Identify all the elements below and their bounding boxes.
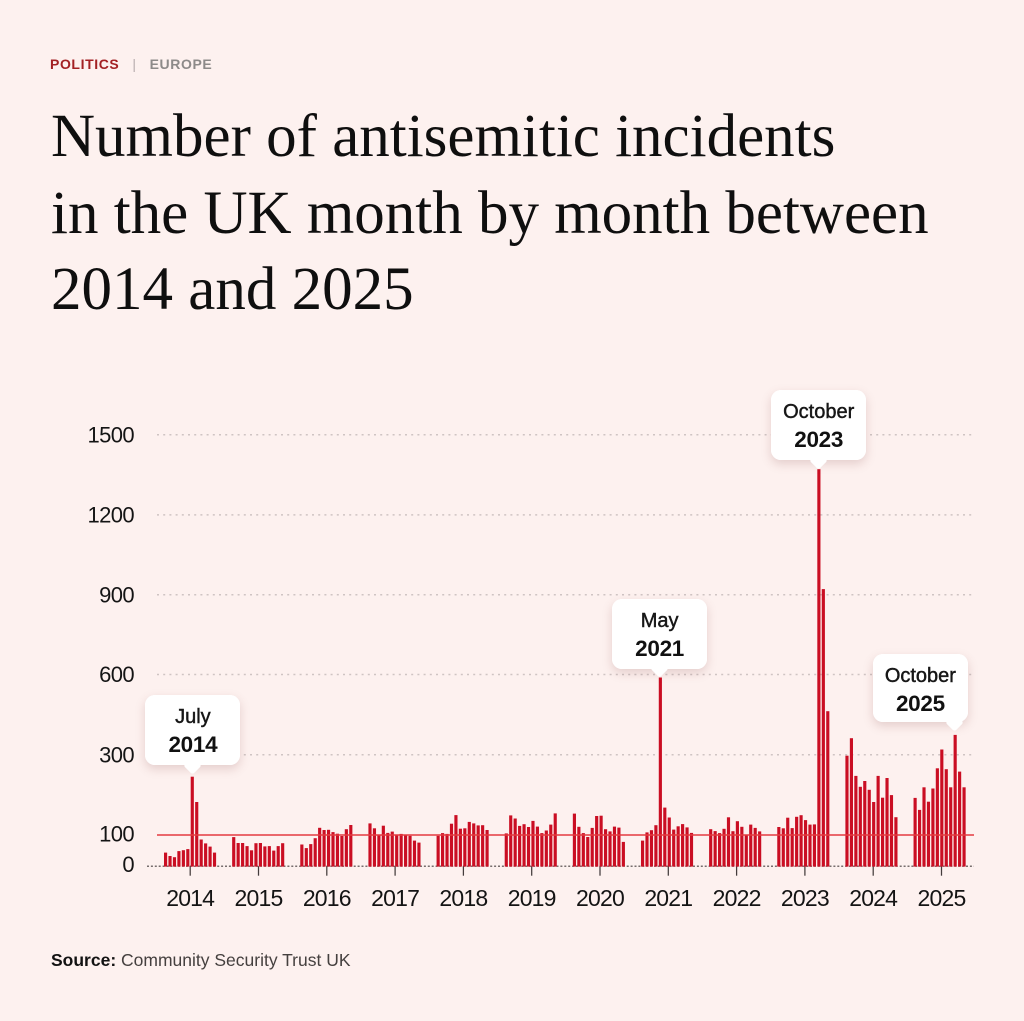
svg-text:900: 900 (99, 582, 134, 607)
svg-text:2017: 2017 (371, 885, 419, 911)
svg-text:2020: 2020 (576, 885, 624, 911)
svg-text:2024: 2024 (849, 885, 898, 911)
svg-text:1200: 1200 (87, 503, 134, 528)
svg-text:2015: 2015 (235, 885, 283, 911)
svg-text:2018: 2018 (439, 885, 487, 911)
svg-text:2025: 2025 (918, 885, 966, 911)
svg-text:600: 600 (99, 662, 134, 687)
svg-text:2014: 2014 (166, 885, 215, 911)
svg-text:2016: 2016 (303, 885, 351, 911)
svg-text:2019: 2019 (508, 885, 556, 911)
svg-text:2023: 2023 (781, 885, 829, 911)
svg-text:100: 100 (99, 822, 134, 847)
svg-text:0: 0 (122, 852, 134, 877)
svg-text:2022: 2022 (713, 885, 761, 911)
svg-text:1500: 1500 (87, 423, 134, 448)
svg-text:2021: 2021 (644, 885, 692, 911)
svg-text:300: 300 (99, 743, 134, 768)
